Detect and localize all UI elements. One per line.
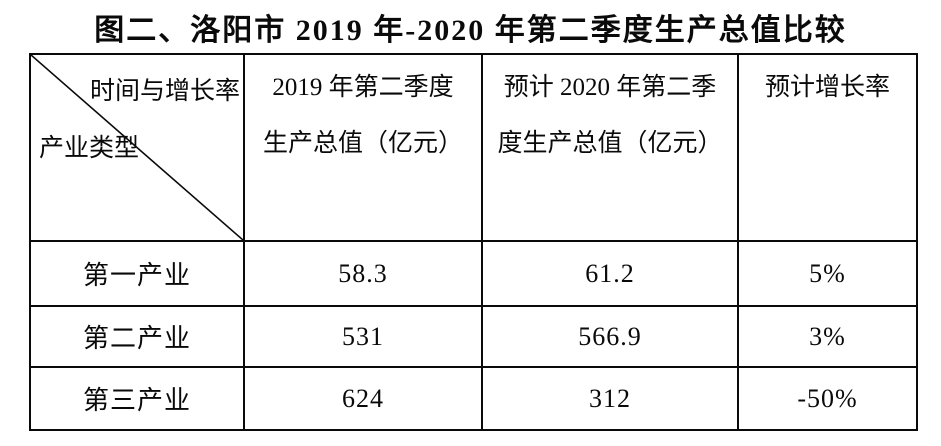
growth-cell: -50%	[797, 383, 858, 413]
diagonal-divider	[31, 55, 243, 240]
gdp-table: 时间与增长率 产业类型 2019 年第二季度 生产总值（亿元） 预计 2020 …	[29, 53, 918, 431]
corner-top-label: 时间与增长率	[89, 78, 240, 105]
header-line: 预计 2020 年第二季	[503, 74, 717, 101]
figure-title: 图二、洛阳市 2019 年-2020 年第二季度生产总值比较	[94, 14, 847, 47]
category-cell: 第三产业	[31, 368, 245, 429]
corner-bottom-label: 产业类型	[39, 135, 140, 162]
gdp-2020-cell: 61.2	[483, 242, 739, 307]
column-header-gdp-2019: 2019 年第二季度 生产总值（亿元）	[245, 55, 483, 242]
header-line: 度生产总值（亿元）	[497, 130, 723, 157]
growth-cell: 3%	[739, 307, 916, 368]
header-line: 预计增长率	[764, 74, 890, 101]
gdp-2020-cell: 312	[483, 368, 739, 429]
growth-cell: 5%	[739, 242, 916, 307]
gdp-2019-cell: 58.3	[245, 242, 483, 307]
gdp-2020-cell: 566.9	[483, 307, 739, 368]
corner-header-cell: 时间与增长率 产业类型	[31, 55, 245, 242]
gdp-2019-cell: 531	[245, 307, 483, 368]
gdp-2019-cell: 624	[245, 368, 483, 429]
category-cell: 第二产业	[31, 307, 245, 368]
header-line: 2019 年第二季度	[272, 74, 454, 101]
category-cell: 第一产业	[31, 242, 245, 307]
column-header-growth-rate: 预计增长率	[739, 55, 916, 242]
header-line: 生产总值（亿元）	[262, 130, 463, 157]
header-line	[739, 116, 916, 172]
column-header-gdp-2020-forecast: 预计 2020 年第二季 度生产总值（亿元）	[483, 55, 739, 242]
